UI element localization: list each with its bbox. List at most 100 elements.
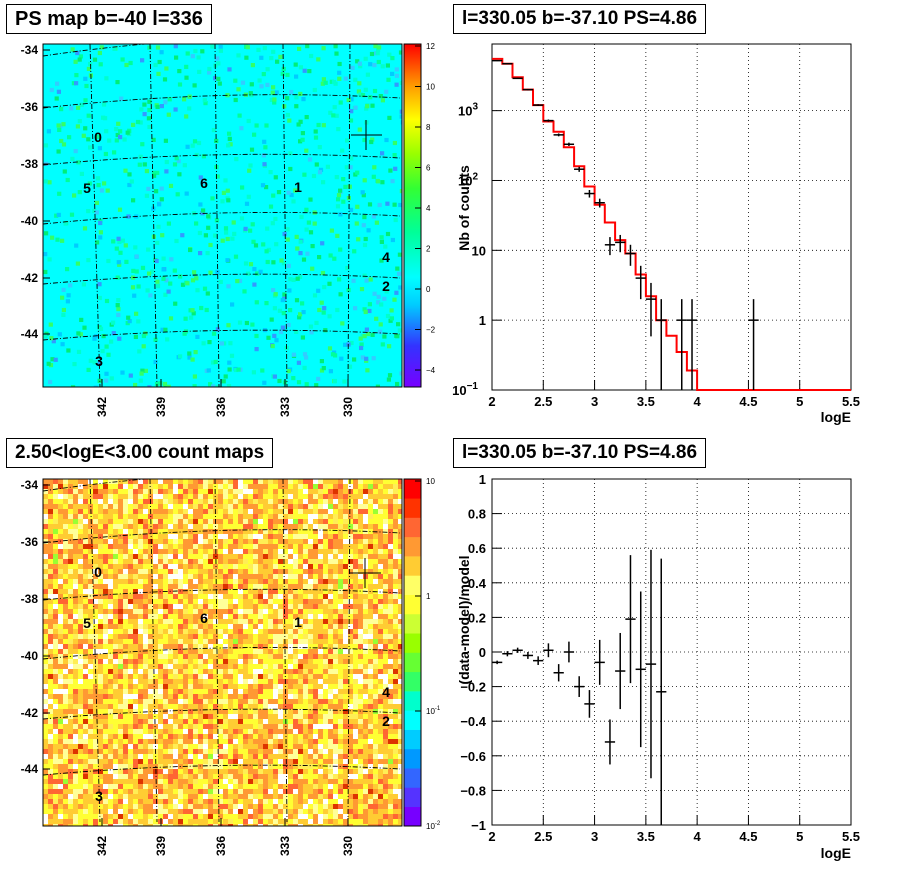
- source-label: 3: [95, 788, 103, 804]
- count-map-pixel: [258, 809, 263, 814]
- count-map-pixel: [313, 564, 318, 569]
- ps-map-pixel: [160, 327, 165, 332]
- ps-map-pixel: [308, 324, 313, 329]
- ps-map-pixel: [361, 193, 366, 198]
- count-map-pixel: [208, 749, 213, 754]
- count-map-pixel: [303, 684, 308, 689]
- count-map-pixel: [73, 779, 78, 784]
- ps-map-pixel: [140, 368, 145, 373]
- count-map-pixel: [118, 584, 123, 589]
- count-map-pixel: [138, 604, 143, 609]
- ps-map-pixel: [251, 370, 256, 375]
- graticule-longitude: [89, 44, 101, 387]
- count-map-pixel: [83, 789, 88, 794]
- count-map-pixel: [88, 729, 93, 734]
- ps-map-pixel: [204, 307, 209, 313]
- count-map-pixel: [53, 779, 58, 784]
- count-map-pixel: [73, 694, 78, 699]
- ps-map-pixel: [172, 162, 178, 167]
- count-map-pixel: [378, 534, 383, 539]
- count-map-pixel: [208, 574, 213, 579]
- count-map-pixel: [303, 524, 308, 529]
- count-map-pixel: [183, 794, 188, 799]
- count-map-pixel: [108, 629, 113, 634]
- count-map-pixel: [313, 719, 318, 724]
- count-map-pixel: [378, 689, 383, 694]
- count-map-pixel: [388, 659, 393, 664]
- count-map-pixel: [358, 639, 363, 644]
- count-map-pixel: [118, 629, 123, 634]
- count-map-pixel: [108, 499, 113, 504]
- count-map-pixel: [163, 619, 168, 624]
- count-map-pixel: [123, 484, 128, 489]
- colorbar-step: [404, 806, 421, 827]
- count-map-pixel: [63, 764, 68, 769]
- count-map-pixel: [258, 824, 263, 826]
- count-map-pixel: [193, 714, 198, 719]
- count-map-pixel: [313, 479, 318, 484]
- ps-map-pixel: [43, 143, 48, 148]
- count-map-pixel: [58, 664, 63, 669]
- count-map-pixel: [153, 689, 158, 694]
- count-map-pixel: [363, 634, 368, 639]
- count-map-pixel: [208, 634, 213, 639]
- ps-map-pixel: [249, 82, 254, 87]
- count-map-pixel: [363, 654, 368, 659]
- count-map-pixel: [148, 754, 153, 759]
- count-map-pixel: [358, 744, 363, 749]
- ps-map-pixel: [363, 309, 368, 315]
- count-map-pixel: [333, 514, 338, 519]
- count-map-pixel: [128, 814, 133, 819]
- count-map-pixel: [213, 649, 218, 654]
- count-map-pixel: [43, 634, 48, 639]
- count-map-pixel: [183, 599, 188, 604]
- count-map-pixel: [283, 574, 288, 579]
- ps-map-pixel: [317, 255, 322, 260]
- ps-map-pixel: [299, 214, 304, 220]
- count-map-pixel: [48, 514, 53, 519]
- count-map-pixel: [383, 574, 388, 579]
- count-map-pixel: [203, 759, 208, 764]
- ps-map-pixel: [233, 367, 239, 373]
- count-map-pixel: [178, 684, 183, 689]
- count-map-pixel: [218, 539, 223, 544]
- ps-map-pixel: [195, 334, 200, 339]
- count-map-pixel: [383, 564, 388, 569]
- count-map-pixel: [393, 524, 398, 529]
- count-map-pixel: [328, 569, 333, 574]
- ps-map-pixel: [357, 127, 362, 132]
- ps-map-pixel: [307, 157, 313, 162]
- count-map-pixel: [213, 689, 218, 694]
- count-map-pixel: [133, 659, 138, 664]
- count-map-pixel: [303, 624, 308, 629]
- count-map-pixel: [158, 664, 163, 669]
- ps-map-pixel: [335, 307, 340, 313]
- count-map-pixel: [253, 499, 258, 504]
- count-map-pixel: [273, 699, 278, 704]
- count-map-pixel: [148, 564, 153, 569]
- count-map-pixel: [298, 759, 303, 764]
- count-map-pixel: [163, 679, 168, 684]
- count-map-pixel: [128, 614, 133, 619]
- count-map-pixel: [98, 784, 103, 789]
- count-map-pixel: [78, 579, 83, 584]
- count-map-pixel: [378, 754, 383, 759]
- count-map-pixel: [183, 549, 188, 554]
- count-map-pixel: [283, 614, 288, 619]
- count-map-pixel: [123, 594, 128, 599]
- count-map-pixel: [193, 639, 198, 644]
- count-map-pixel: [183, 579, 188, 584]
- count-map-pixel: [238, 594, 243, 599]
- ps-map-pixel: [285, 237, 290, 242]
- ps-map-pixel: [325, 164, 330, 169]
- count-map-pixel: [178, 569, 183, 574]
- count-map-pixel: [123, 624, 128, 629]
- ps-map-pixel: [150, 269, 155, 274]
- count-map-pixel: [313, 754, 318, 759]
- count-map-pixel: [348, 519, 353, 524]
- count-map-pixel: [348, 524, 353, 529]
- ps-map-pixel: [184, 64, 189, 69]
- count-map-pixel: [288, 619, 293, 624]
- ps-map-pixel: [330, 352, 336, 357]
- count-map-pixel: [218, 484, 223, 489]
